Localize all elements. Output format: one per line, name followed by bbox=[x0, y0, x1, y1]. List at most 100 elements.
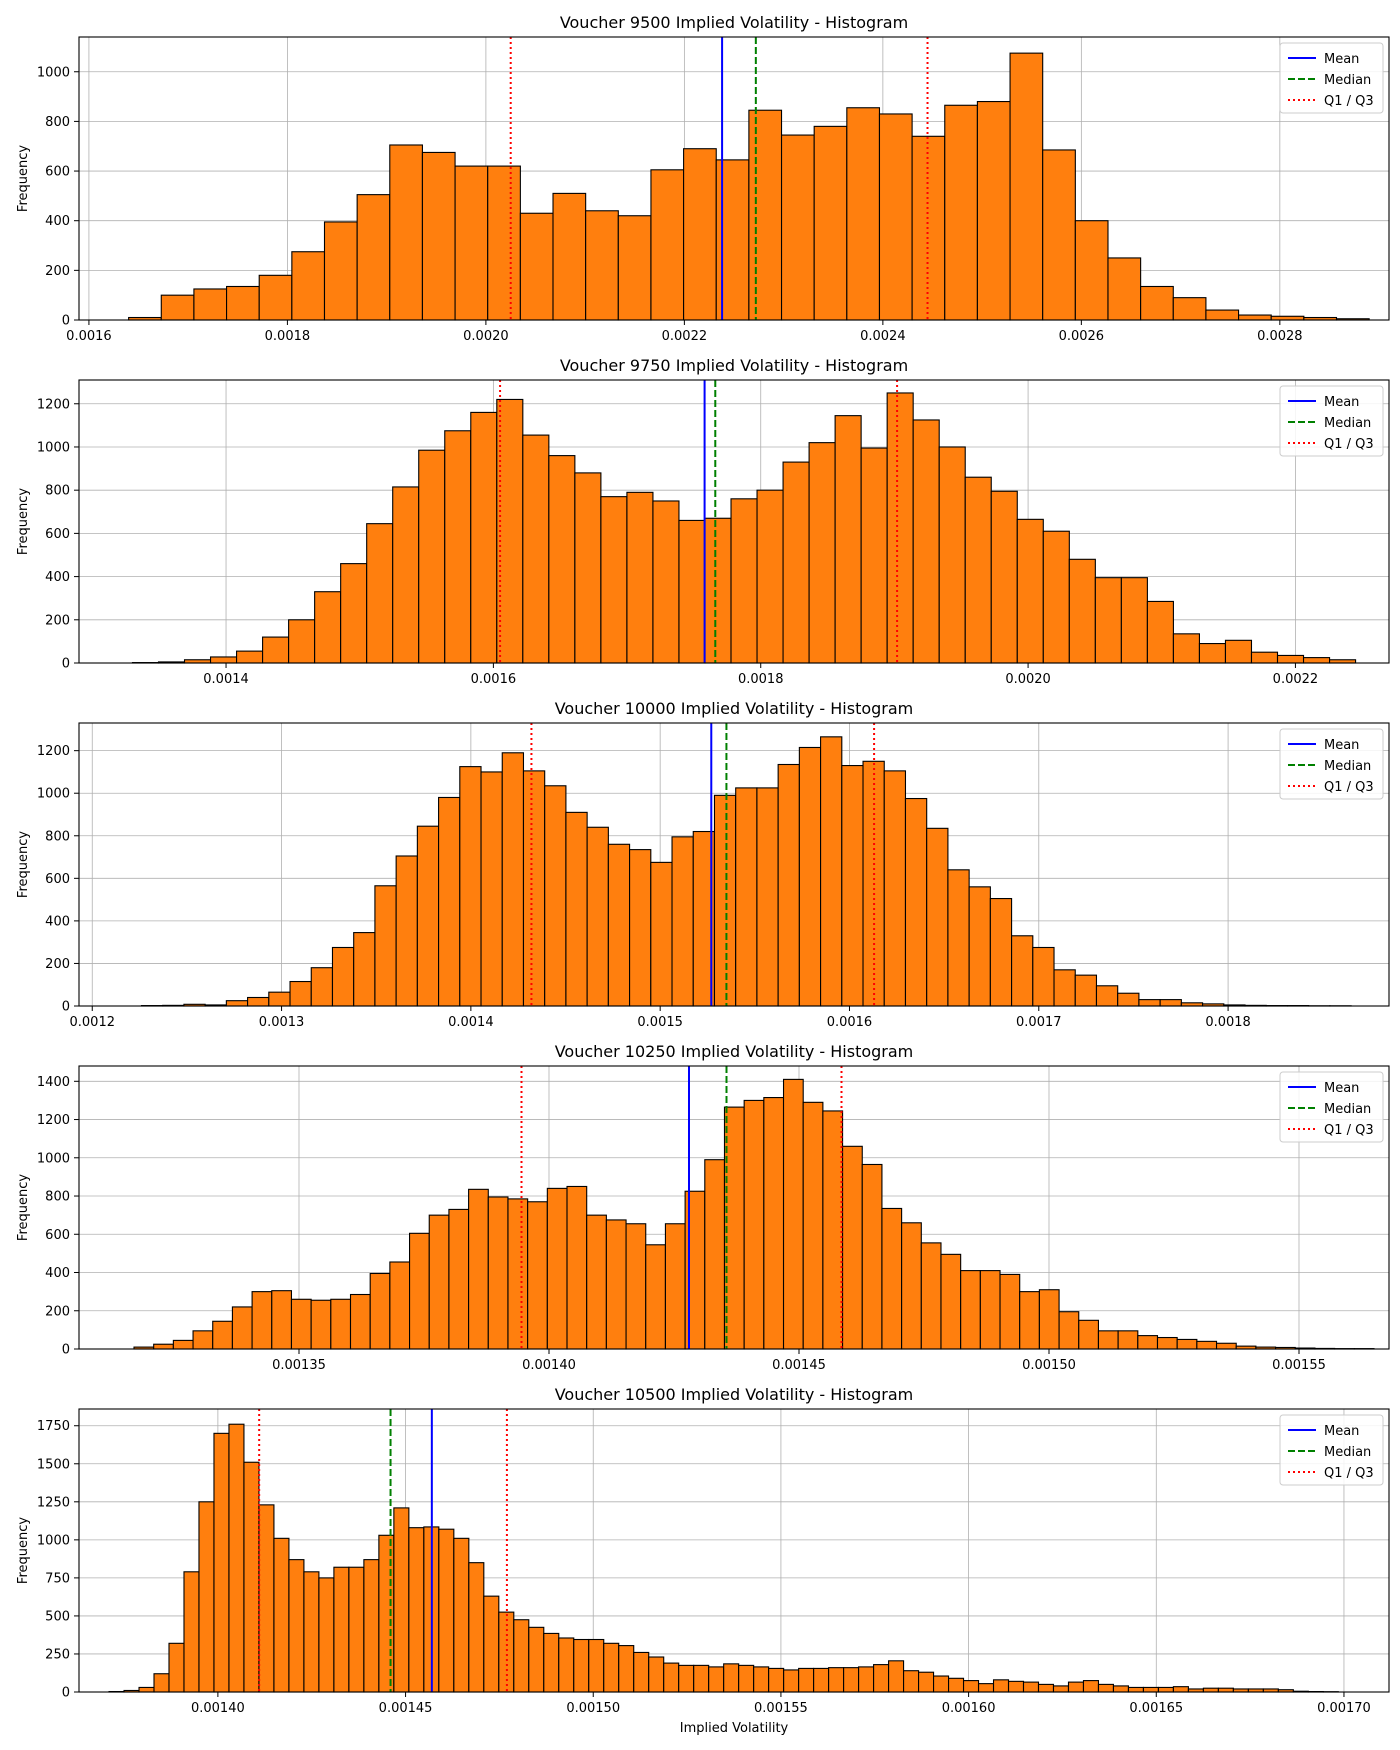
y-tick-label: 400 bbox=[45, 914, 70, 929]
histogram-bar bbox=[225, 1000, 249, 1007]
histogram-bar bbox=[519, 212, 554, 321]
x-tick-label: 0.0012 bbox=[70, 1015, 116, 1030]
histogram-bar bbox=[1270, 315, 1305, 321]
legend: Mean Median Q1 / Q3 bbox=[1279, 42, 1384, 114]
x-tick-label: 0.00170 bbox=[1317, 1701, 1371, 1716]
y-tick-label: 800 bbox=[45, 829, 70, 844]
histogram-bar bbox=[1074, 220, 1109, 321]
histogram-bar bbox=[213, 1432, 230, 1693]
histogram-bar bbox=[1302, 657, 1331, 664]
histogram-bar bbox=[409, 1232, 430, 1350]
x-tick-label: 0.00145 bbox=[379, 1701, 433, 1716]
histogram-bar bbox=[782, 461, 810, 664]
histogram-bar bbox=[842, 1145, 863, 1350]
histogram-bar bbox=[678, 519, 706, 664]
histogram-bar bbox=[247, 996, 270, 1007]
histogram-bar bbox=[1217, 1687, 1234, 1693]
histogram-bar bbox=[586, 826, 609, 1007]
histogram-bar bbox=[1112, 1685, 1129, 1693]
x-axis-label: Implied Volatility bbox=[680, 1721, 789, 1736]
chart-panel-4: 0.00135 0.00140 0.00145 0.00150 0.00155 0 200 4… bbox=[16, 1042, 1390, 1373]
histogram-bar bbox=[428, 1214, 450, 1350]
legend-box bbox=[1279, 1071, 1384, 1143]
histogram-bar bbox=[209, 656, 238, 664]
x-tick-label: 0.00155 bbox=[1272, 1358, 1326, 1373]
histogram-bar bbox=[566, 1185, 588, 1350]
y-tick-label: 1000 bbox=[37, 440, 70, 455]
histogram-bar bbox=[968, 886, 991, 1007]
y-tick-label: 250 bbox=[45, 1647, 70, 1662]
histogram-bar bbox=[236, 650, 264, 664]
histogram-bar bbox=[1120, 577, 1148, 664]
y-tick-label: 1750 bbox=[37, 1419, 70, 1434]
x-tick-label: 0.00145 bbox=[772, 1358, 826, 1373]
histogram-bar bbox=[480, 771, 503, 1007]
histogram-bar bbox=[1042, 149, 1076, 321]
histogram-bar bbox=[748, 109, 783, 321]
histogram-bar bbox=[671, 836, 694, 1007]
chart-title: Voucher 9750 Implied Volatility - Histog… bbox=[560, 356, 908, 375]
histogram-bar bbox=[704, 517, 732, 664]
y-tick-label: 200 bbox=[45, 264, 70, 279]
histogram-bar bbox=[453, 1537, 470, 1693]
histogram-bar bbox=[834, 415, 862, 664]
y-axis-ticks: 0 200 400 600 800 1000 1200 bbox=[37, 397, 79, 672]
histogram-bar bbox=[1198, 643, 1227, 664]
histogram-bar bbox=[160, 294, 195, 321]
histogram-bar bbox=[1250, 651, 1279, 664]
x-axis-ticks: 0.0012 0.0013 0.0014 0.0015 0.0016 0.0017 0.00… bbox=[70, 1006, 1251, 1030]
histogram-bar bbox=[843, 1667, 860, 1693]
histogram-bar bbox=[231, 1306, 253, 1350]
legend-median-label: Median bbox=[1324, 759, 1371, 774]
histogram-bar bbox=[886, 392, 914, 664]
histogram-bar bbox=[421, 151, 456, 321]
y-axis-ticks: 0 200 400 600 800 1000 bbox=[37, 65, 79, 329]
histogram-bar bbox=[393, 1507, 410, 1693]
histogram-bar bbox=[487, 165, 521, 321]
histogram-bar bbox=[392, 486, 420, 664]
histogram-bar bbox=[756, 489, 784, 664]
y-tick-label: 1250 bbox=[37, 1495, 70, 1510]
histogram-bar bbox=[273, 1537, 290, 1693]
histogram-bar bbox=[323, 221, 358, 321]
histogram-bar bbox=[303, 1571, 320, 1693]
x-tick-label: 0.0020 bbox=[1005, 672, 1051, 687]
histogram-bar bbox=[348, 1566, 365, 1693]
histogram-bar bbox=[448, 1208, 470, 1350]
legend-box bbox=[1279, 385, 1384, 457]
histogram-bar bbox=[1074, 974, 1098, 1007]
histogram-bar bbox=[841, 765, 864, 1007]
histogram-bar bbox=[944, 104, 978, 321]
histogram-bar bbox=[1146, 600, 1174, 664]
histogram-bar bbox=[288, 619, 316, 664]
histogram-bar bbox=[501, 752, 525, 1007]
legend: Mean Median Q1 / Q3 bbox=[1279, 1071, 1384, 1143]
histogram-bar bbox=[1042, 530, 1070, 664]
histogram-bar bbox=[782, 1078, 804, 1350]
y-axis-label: Frequency bbox=[16, 145, 31, 212]
histogram-bar bbox=[333, 1566, 350, 1693]
histogram-bar bbox=[363, 1559, 380, 1693]
y-tick-label: 0 bbox=[62, 1343, 70, 1358]
legend-quartiles-label: Q1 / Q3 bbox=[1324, 1123, 1374, 1138]
histogram-bar bbox=[198, 1501, 215, 1693]
histogram-bar bbox=[846, 107, 881, 321]
histogram-bar bbox=[960, 1270, 981, 1350]
histogram-bar bbox=[1276, 654, 1305, 664]
histogram-bar bbox=[408, 1527, 425, 1693]
histogram-bar bbox=[459, 766, 482, 1007]
histogram-bar bbox=[1196, 1340, 1218, 1350]
histogram-bar bbox=[1007, 1680, 1025, 1693]
histogram-bars bbox=[108, 1423, 1339, 1693]
histogram-bar bbox=[546, 1187, 568, 1350]
histogram-bar bbox=[617, 215, 652, 321]
x-axis-ticks: 0.00135 0.00140 0.00145 0.00150 0.00155 bbox=[272, 1349, 1326, 1373]
histogram-bar bbox=[310, 1299, 332, 1350]
x-tick-label: 0.0014 bbox=[203, 672, 249, 687]
histogram-bar bbox=[389, 144, 423, 321]
histogram-bars bbox=[140, 736, 1352, 1007]
x-tick-label: 0.0016 bbox=[827, 1015, 873, 1030]
histogram-bar bbox=[1142, 1686, 1159, 1693]
x-tick-label: 0.0028 bbox=[1257, 329, 1303, 344]
